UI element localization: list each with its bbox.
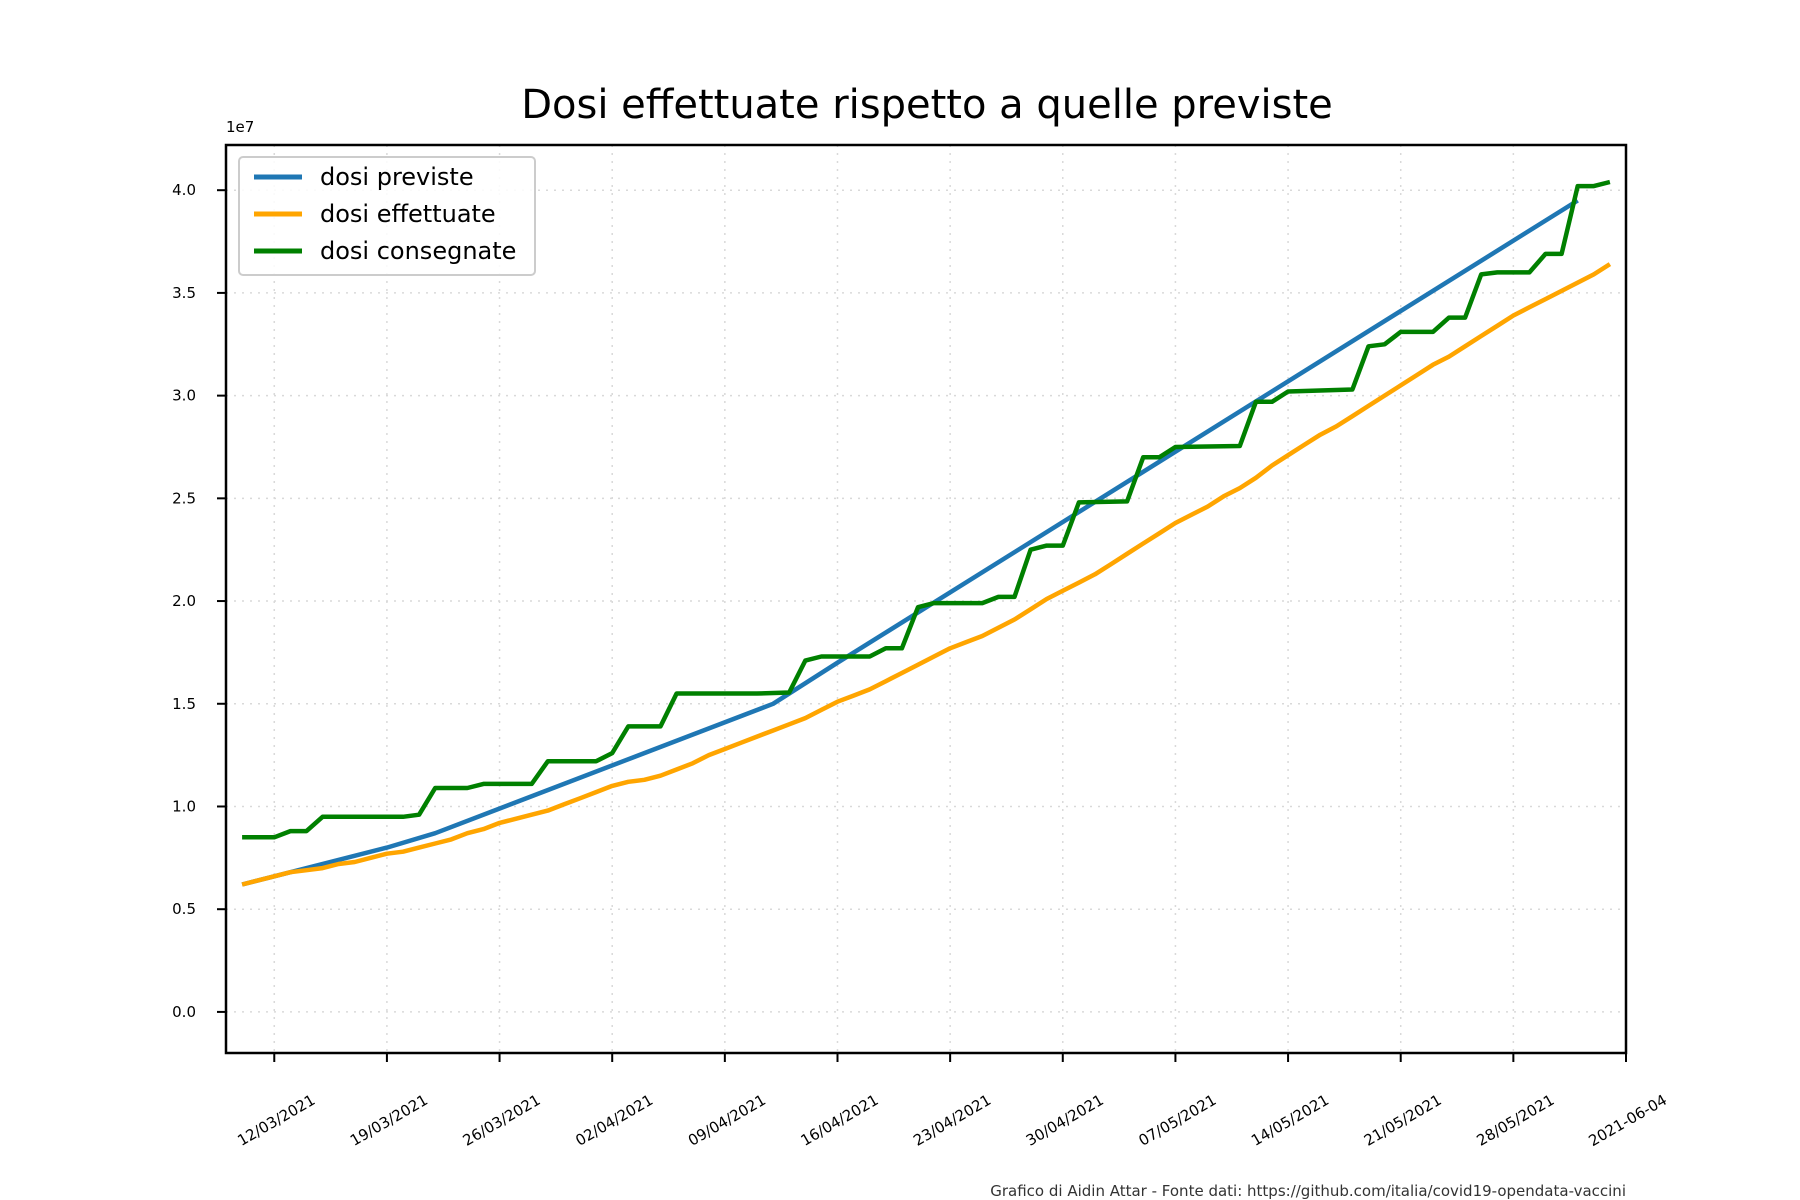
x-tick-label: 28/05/2021 bbox=[1473, 1091, 1557, 1150]
series-line-dosi-effettuate bbox=[241, 262, 1612, 887]
legend-label: dosi consegnate bbox=[320, 237, 516, 265]
data-series bbox=[241, 179, 1612, 887]
legend-label: dosi effettuate bbox=[320, 200, 496, 228]
x-tick-label: 07/05/2021 bbox=[1136, 1091, 1220, 1150]
chart-title: Dosi effettuate rispetto a quelle previs… bbox=[521, 82, 1333, 128]
y-tick-label: 3.5 bbox=[172, 284, 196, 302]
y-tick-label: 2.0 bbox=[172, 592, 196, 610]
x-tick-label: 02/04/2021 bbox=[572, 1091, 656, 1150]
y-tick-label: 4.0 bbox=[172, 181, 196, 199]
y-axis: 0.0 0.5 1.0 1.5 2.0 2.5 3.0 3.5 4.0 bbox=[172, 181, 226, 1021]
y-tick-label: 0.0 bbox=[172, 1003, 196, 1021]
plot-frame bbox=[224, 143, 1628, 1055]
grid-lines bbox=[226, 145, 1627, 1053]
x-tick-label: 09/04/2021 bbox=[685, 1091, 769, 1150]
x-tick-label: 19/03/2021 bbox=[347, 1091, 431, 1150]
x-tick-label: 30/04/2021 bbox=[1023, 1091, 1107, 1150]
series-line-dosi-consegnate bbox=[242, 179, 1611, 840]
legend: dosi previste dosi effettuate dosi consegn… bbox=[238, 156, 536, 276]
x-tick-label: 21/05/2021 bbox=[1361, 1091, 1445, 1150]
y-tick-label: 2.5 bbox=[172, 489, 196, 507]
y-tick-label: 3.0 bbox=[172, 387, 196, 405]
series-line-dosi-previste bbox=[241, 198, 1579, 887]
y-tick-label: 1.0 bbox=[172, 797, 196, 815]
x-tick-label: 16/04/2021 bbox=[798, 1091, 882, 1150]
y-offset-label: 1e7 bbox=[226, 118, 254, 136]
y-tick-label: 0.5 bbox=[172, 900, 196, 918]
legend-label: dosi previste bbox=[320, 163, 474, 191]
footer-credit: Grafico di Aidin Attar - Fonte dati: htt… bbox=[990, 1182, 1626, 1200]
y-tick-label: 1.5 bbox=[172, 695, 196, 713]
legend-box bbox=[238, 156, 536, 276]
x-tick-label: 23/04/2021 bbox=[910, 1091, 994, 1150]
x-axis: 12/03/2021 19/03/2021 26/03/2021 02/04/2021… bbox=[234, 1053, 1670, 1150]
x-tick-label: 26/03/2021 bbox=[460, 1091, 544, 1150]
x-tick-label: 12/03/2021 bbox=[234, 1091, 318, 1150]
x-tick-label: 14/05/2021 bbox=[1248, 1091, 1332, 1150]
x-tick-label: 2021-06-04 bbox=[1585, 1091, 1670, 1150]
